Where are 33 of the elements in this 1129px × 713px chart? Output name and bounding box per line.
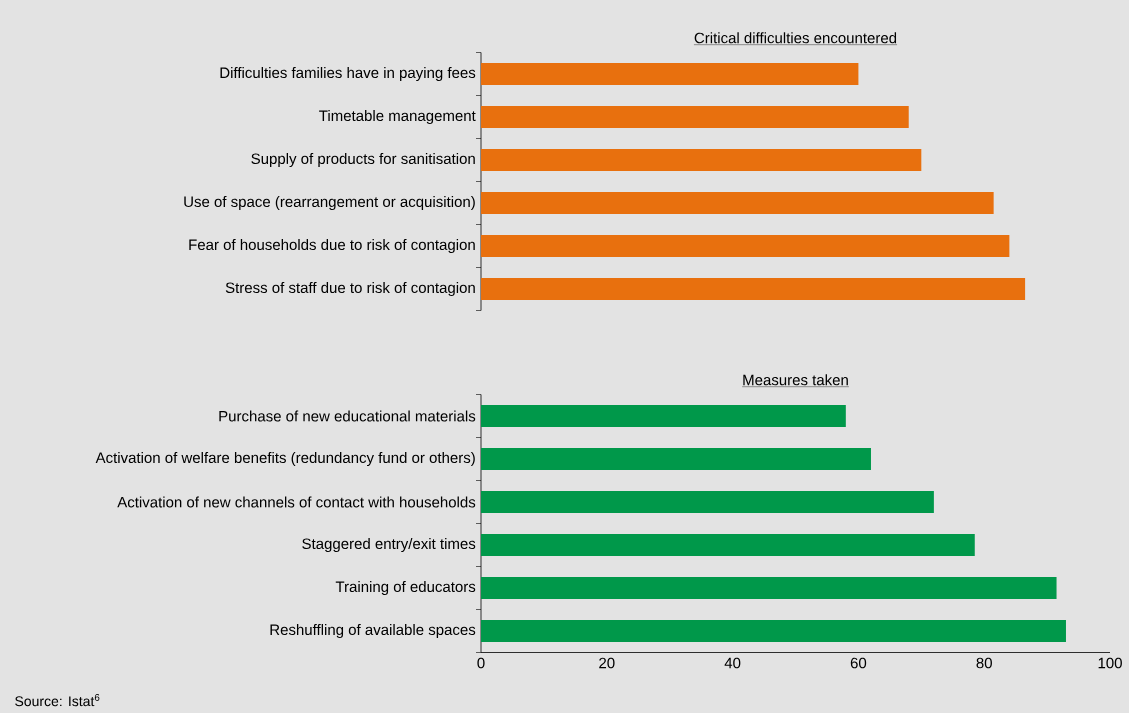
bar (481, 577, 1057, 599)
bar (481, 278, 1026, 300)
y-tick-label: Staggered entry/exit times (302, 538, 476, 552)
x-tick-label: 40 (724, 657, 741, 669)
bar (481, 63, 859, 85)
x-tick-label: 0 (477, 657, 485, 669)
bar (481, 491, 934, 514)
bar (481, 235, 1010, 257)
y-tick-label: Stress of staff due to risk of contagion (225, 282, 475, 296)
x-tick-label: 100 (1098, 657, 1122, 669)
chart-title: Critical difficulties encountered (694, 32, 897, 44)
bar (481, 534, 975, 556)
y-tick-label: Difficulties families have in paying fees (220, 67, 476, 81)
chart-title: Measures taken (743, 374, 848, 386)
bar (481, 405, 846, 428)
y-tick-label: Timetable management (319, 110, 476, 124)
y-tick-label: Activation of welfare benefits (redundancy fund or others) (95, 452, 475, 466)
bar (481, 149, 922, 171)
source-note: Source: Istat$^{6}$ (15, 693, 100, 707)
y-tick-label: Reshuffling of available spaces (270, 624, 476, 638)
y-tick-label: Fear of households due to risk of contagion (189, 239, 475, 253)
x-tick-label: 20 (599, 657, 615, 669)
y-tick-label: Training of educators (335, 581, 476, 595)
y-tick-label: Supply of products for sanitisation (251, 153, 475, 167)
bar (481, 106, 909, 128)
x-tick-label: 60 (850, 657, 867, 669)
y-tick-label: Purchase of new educational materials (219, 410, 476, 422)
x-tick-label: 80 (976, 657, 992, 669)
bar (481, 192, 994, 214)
y-tick-label: Activation of new channels of contact with households (117, 496, 476, 508)
bar (481, 620, 1066, 642)
bar (481, 448, 871, 471)
y-tick-label: Use of space (rearrangement or acquisition) (184, 196, 475, 210)
